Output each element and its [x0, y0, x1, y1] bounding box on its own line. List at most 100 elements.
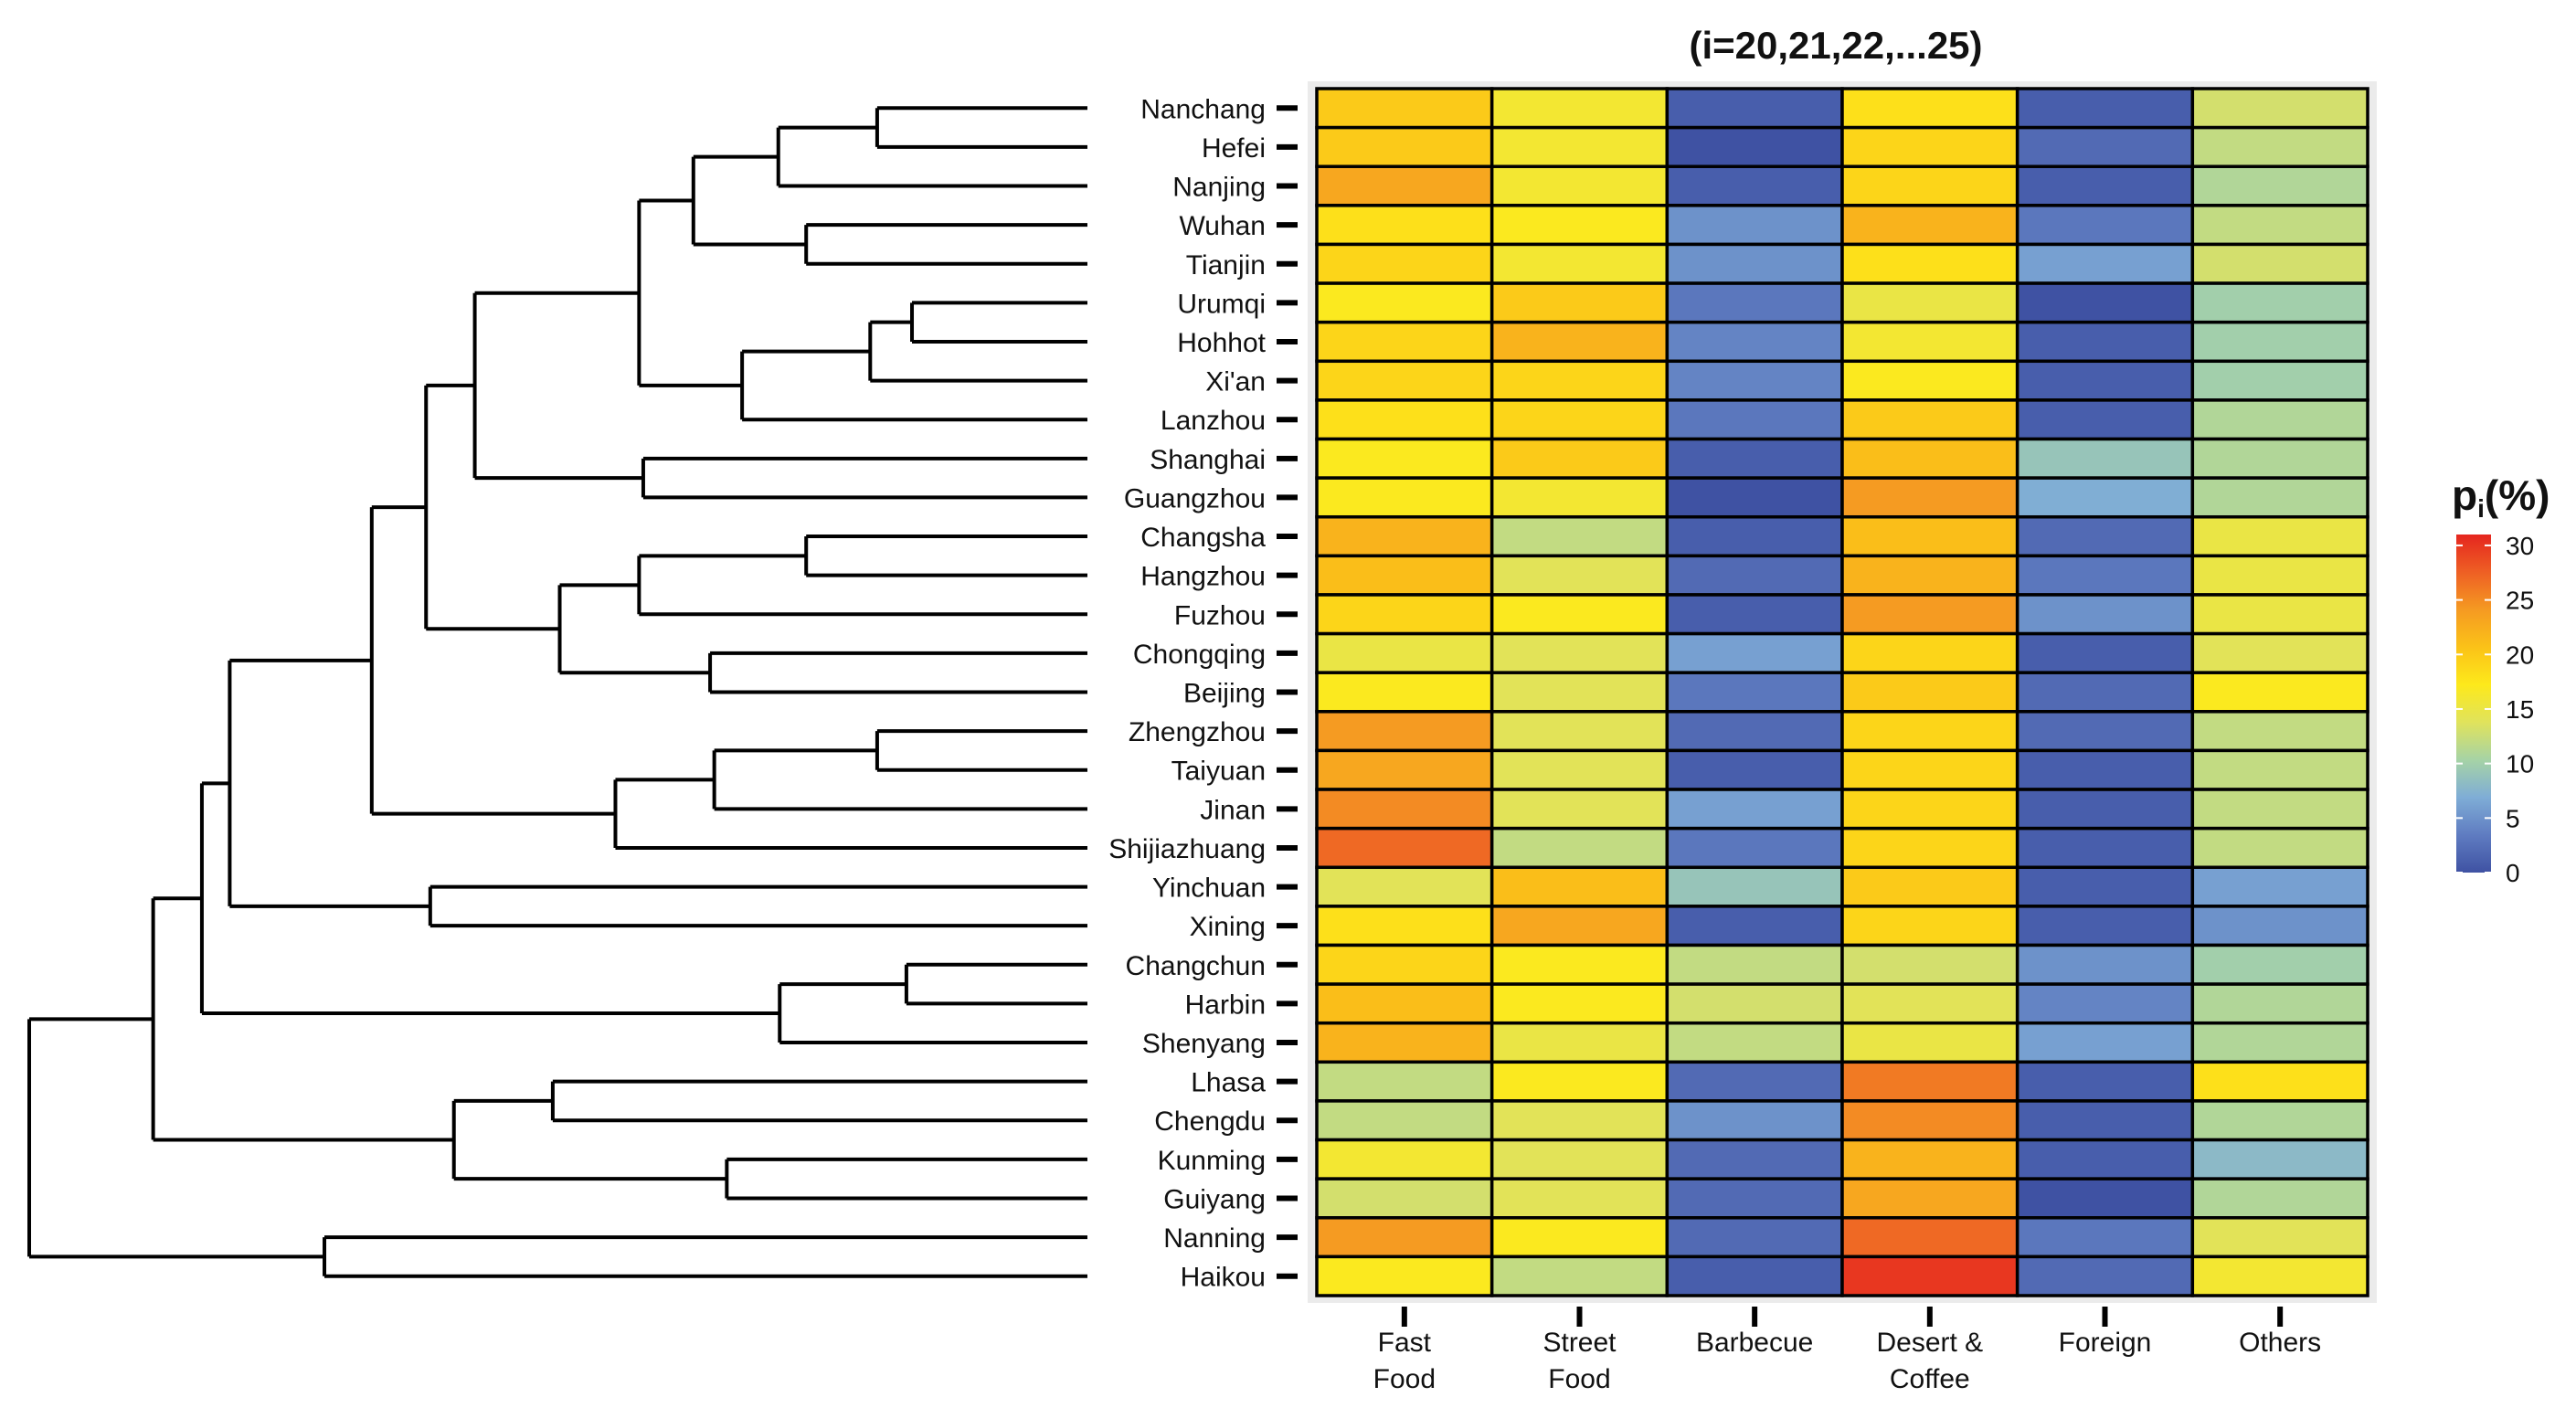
heatmap-cell-changsha-3	[1840, 514, 2019, 558]
heatmap-cell-yinchuan-1	[1489, 865, 1670, 908]
heatmap-cell-haikou-0	[1315, 1254, 1494, 1297]
heatmap-cell-yinchuan-5	[2190, 865, 2369, 908]
legend-tick-label-10: 10	[2506, 750, 2534, 778]
heatmap-cell-hefei-1	[1489, 125, 1670, 168]
heatmap-cell-shenyang-3	[1840, 1021, 2019, 1064]
heatmap-cell-xining-3	[1840, 905, 2019, 947]
heatmap-cell-hangzhou-1	[1489, 554, 1670, 597]
row-label-taiyuan: Taiyuan	[1171, 757, 1266, 787]
heatmap-cell-tianjin-1	[1489, 242, 1670, 285]
heatmap-cell-hangzhou-4	[2015, 554, 2195, 597]
heatmap-cell-guangzhou-1	[1489, 476, 1670, 519]
row-label-harbin: Harbin	[1185, 990, 1266, 1020]
heatmap-cell-tianjin-5	[2190, 242, 2369, 285]
heatmap-cell-urumqi-0	[1315, 281, 1494, 324]
legend-tick-label-5: 5	[2506, 804, 2520, 832]
heatmap-cell-nanjing-0	[1315, 164, 1494, 207]
heatmap-cell-yinchuan-2	[1665, 865, 1844, 908]
col-label-3-line1: Desert &	[1876, 1328, 1983, 1358]
heatmap-cell-zhengzhou-3	[1840, 710, 2019, 753]
col-label-3-line2: Coffee	[1890, 1364, 1970, 1394]
heatmap-cell-nanchang-4	[2015, 87, 2195, 130]
heatmap-cell-chengdu-0	[1315, 1099, 1494, 1142]
heatmap-cell-shijiazhuang-4	[2015, 826, 2195, 870]
row-label-changsha: Changsha	[1140, 523, 1266, 553]
row-label-beijing: Beijing	[1183, 679, 1266, 709]
heatmap-cell-guangzhou-0	[1315, 476, 1494, 519]
heatmap-cell-kunming-2	[1665, 1138, 1844, 1180]
heatmap-cell-shijiazhuang-5	[2190, 826, 2369, 870]
heatmap-cell-zhengzhou-4	[2015, 710, 2195, 753]
col-label-5-line1: Others	[2239, 1328, 2321, 1358]
heatmap-cell-chengdu-5	[2190, 1099, 2369, 1142]
heatmap-cell-hefei-5	[2190, 125, 2369, 168]
heatmap-cell-nanjing-3	[1840, 164, 2019, 207]
heatmap-cell-haikou-3	[1840, 1254, 2019, 1297]
heatmap-cell-nanjing-4	[2015, 164, 2195, 207]
heatmap-cell-tianjin-3	[1840, 242, 2019, 285]
heatmap-cell-kunming-5	[2190, 1138, 2369, 1180]
heatmap-cell-chongqing-4	[2015, 631, 2195, 674]
heatmap-cell-shijiazhuang-2	[1665, 826, 1844, 870]
heatmap-cell-hangzhou-5	[2190, 554, 2369, 597]
row-label-yinchuan: Yinchuan	[1152, 873, 1266, 904]
heatmap-cell-beijing-1	[1489, 671, 1670, 714]
heatmap-cell-xining-0	[1315, 905, 1494, 947]
row-label-urumqi: Urumqi	[1177, 289, 1266, 319]
heatmap-cell-yinchuan-0	[1315, 865, 1494, 908]
heatmap-cell-chongqing-3	[1840, 631, 2019, 674]
heatmap-cell-chongqing-5	[2190, 631, 2369, 674]
heatmap-cell-guangzhou-5	[2190, 476, 2369, 519]
heatmap-cell-lhasa-3	[1840, 1060, 2019, 1103]
heatmap-cell-shanghai-2	[1665, 437, 1844, 480]
heatmap-cell-shanghai-5	[2190, 437, 2369, 480]
heatmap-cell-shanghai-1	[1489, 437, 1670, 480]
legend-tick-label-30: 30	[2506, 532, 2534, 560]
heatmap-cell-shijiazhuang-3	[1840, 826, 2019, 870]
heatmap-cell-shijiazhuang-1	[1489, 826, 1670, 870]
column-labels: Fast Food Street Food Barbecue Desert & Coffee…	[1373, 1307, 2321, 1394]
legend-tick-label-0: 0	[2506, 859, 2520, 887]
heatmap-cell-taiyuan-4	[2015, 748, 2195, 791]
row-label-wuhan: Wuhan	[1179, 211, 1266, 241]
heatmap-cell-changchun-1	[1489, 943, 1670, 986]
heatmap-cell-nanjing-5	[2190, 164, 2369, 207]
heatmap-cell-haikou-2	[1665, 1254, 1844, 1297]
heatmap-cell-chengdu-3	[1840, 1099, 2019, 1142]
col-label-0-line1: Fast	[1378, 1328, 1432, 1358]
heatmap-cell-xining-2	[1665, 905, 1844, 947]
row-label-hangzhou: Hangzhou	[1140, 562, 1266, 592]
heatmap-cell-yinchuan-4	[2015, 865, 2195, 908]
heatmap-cell-shanghai-3	[1840, 437, 2019, 480]
heatmap-cell-wuhan-2	[1665, 204, 1844, 247]
heatmap-cell-lhasa-4	[2015, 1060, 2195, 1103]
heatmap-cell-harbin-2	[1665, 982, 1844, 1025]
heatmap-cell-hefei-4	[2015, 125, 2195, 168]
heatmap-cell-fuzhou-0	[1315, 593, 1494, 636]
heatmap-cell-fuzhou-1	[1489, 593, 1670, 636]
heatmap-cell-haikou-5	[2190, 1254, 2369, 1297]
heatmap-cell-urumqi-4	[2015, 281, 2195, 324]
heatmap-cell-wuhan-1	[1489, 204, 1670, 247]
heatmap-cell-tianjin-4	[2015, 242, 2195, 285]
heatmap-cell-wuhan-3	[1840, 204, 2019, 247]
heatmap-cell-guangzhou-3	[1840, 476, 2019, 519]
heatmap-cell-nanning-1	[1489, 1216, 1670, 1259]
heatmap-cell-fuzhou-3	[1840, 593, 2019, 636]
heatmap-cell-hohhot-2	[1665, 320, 1844, 364]
heatmap-cell-taiyuan-1	[1489, 748, 1670, 791]
heatmap-cell-nanning-3	[1840, 1216, 2019, 1259]
heatmap-cell-wuhan-5	[2190, 204, 2369, 247]
heatmap-cell-nanning-0	[1315, 1216, 1494, 1259]
heatmap-cell-shenyang-1	[1489, 1021, 1670, 1064]
heatmap-cell-taiyuan-5	[2190, 748, 2369, 791]
col-label-0-line2: Food	[1373, 1364, 1436, 1394]
col-label-2-line1: Barbecue	[1696, 1328, 1813, 1358]
heatmap-cell-shenyang-2	[1665, 1021, 1844, 1064]
row-label-hefei: Hefei	[1202, 133, 1266, 164]
heatmap-cell-shijiazhuang-0	[1315, 826, 1494, 870]
heatmap-cell-taiyuan-2	[1665, 748, 1844, 791]
row-label-chengdu: Chengdu	[1154, 1106, 1266, 1137]
heatmap-cell-wuhan-4	[2015, 204, 2195, 247]
